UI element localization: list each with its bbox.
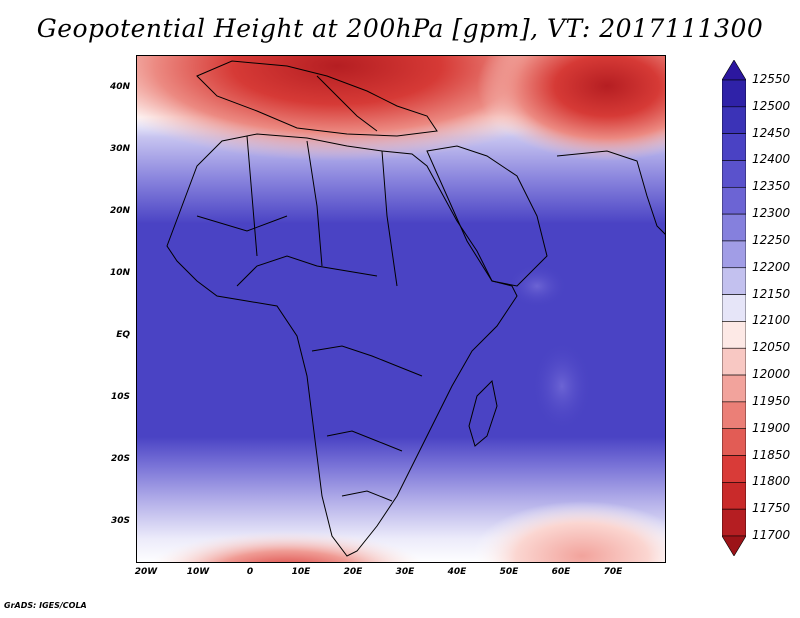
colorbar-level-label: 11950 [752,393,791,408]
lon-label-10w: 10W [186,567,210,577]
colorbar-swatch [722,508,746,537]
colorbar-swatch [722,321,746,349]
colorbar-level-label: 11750 [752,501,791,516]
grads-credit: GrADS: IGES/COLA [4,601,87,610]
geopotential-field [137,56,665,562]
colorbar-level-label: 12250 [752,232,791,247]
lon-label-60e: 60E [551,567,571,577]
colorbar-swatch [722,160,746,188]
colorbar-swatch [722,294,746,322]
lon-label-20e: 20E [343,567,363,577]
map-plot-area [136,55,666,563]
colorbar-swatch [722,79,746,108]
colorbar-swatch [722,186,746,215]
colorbar-swatch [722,482,746,510]
colorbar-swatch [722,267,746,295]
lon-label-50e: 50E [499,567,519,577]
colorbar-arrow-top [722,60,746,81]
colorbar-level-label: 12050 [752,340,791,355]
lat-label-10n: 10N [109,268,130,278]
colorbar-level-label: 12500 [752,98,791,113]
colorbar-swatch [722,106,746,134]
colorbar-level-label: 11700 [752,528,791,542]
colorbar-level-label: 12150 [752,286,791,301]
colorbar-level-label: 12350 [752,179,791,194]
lat-label-30s: 30S [110,516,130,526]
colorbar-level-label: 12550 [752,72,791,86]
lat-label-40n: 40N [109,82,130,92]
lon-label-10e: 10E [291,567,311,577]
colorbar-level-label: 12200 [752,259,791,274]
lat-label-30n: 30N [109,144,130,154]
colorbar-level-label: 12450 [752,125,791,140]
colorbar-level-label: 12400 [752,152,791,167]
colorbar-swatch [722,428,746,456]
colorbar-level-label: 11850 [752,447,791,462]
lat-label-eq: EQ [116,330,130,340]
colorbar-swatch [722,213,746,242]
map-title: Geopotential Height at 200hPa [gpm], VT:… [36,14,764,43]
coastlines [166,60,665,557]
lon-label-20w: 20W [134,567,158,577]
lon-label-70e: 70E [603,567,623,577]
lat-label-10s: 10S [110,392,130,402]
colorbar-swatch [722,401,746,430]
colorbar-swatch [722,455,746,483]
colorbar-swatch [722,347,746,376]
colorbar-level-label: 12100 [752,313,791,328]
lon-label-30e: 30E [395,567,415,577]
colorbar-level-label: 11800 [752,474,791,489]
lat-label-20n: 20N [109,206,130,216]
colorbar-arrow-bottom [722,535,746,556]
colorbar-level-label: 12300 [752,206,791,221]
lon-label-40e: 40E [447,567,467,577]
colorbar-swatch [722,374,746,403]
colorbar-swatch [722,133,746,161]
colorbar-level-label: 12000 [752,367,791,382]
colorbar-swatch [722,240,746,269]
colorbar [722,60,746,556]
colorbar-level-label: 11900 [752,420,791,435]
lat-label-20s: 20S [110,454,130,464]
lon-label-0: 0 [246,567,254,577]
